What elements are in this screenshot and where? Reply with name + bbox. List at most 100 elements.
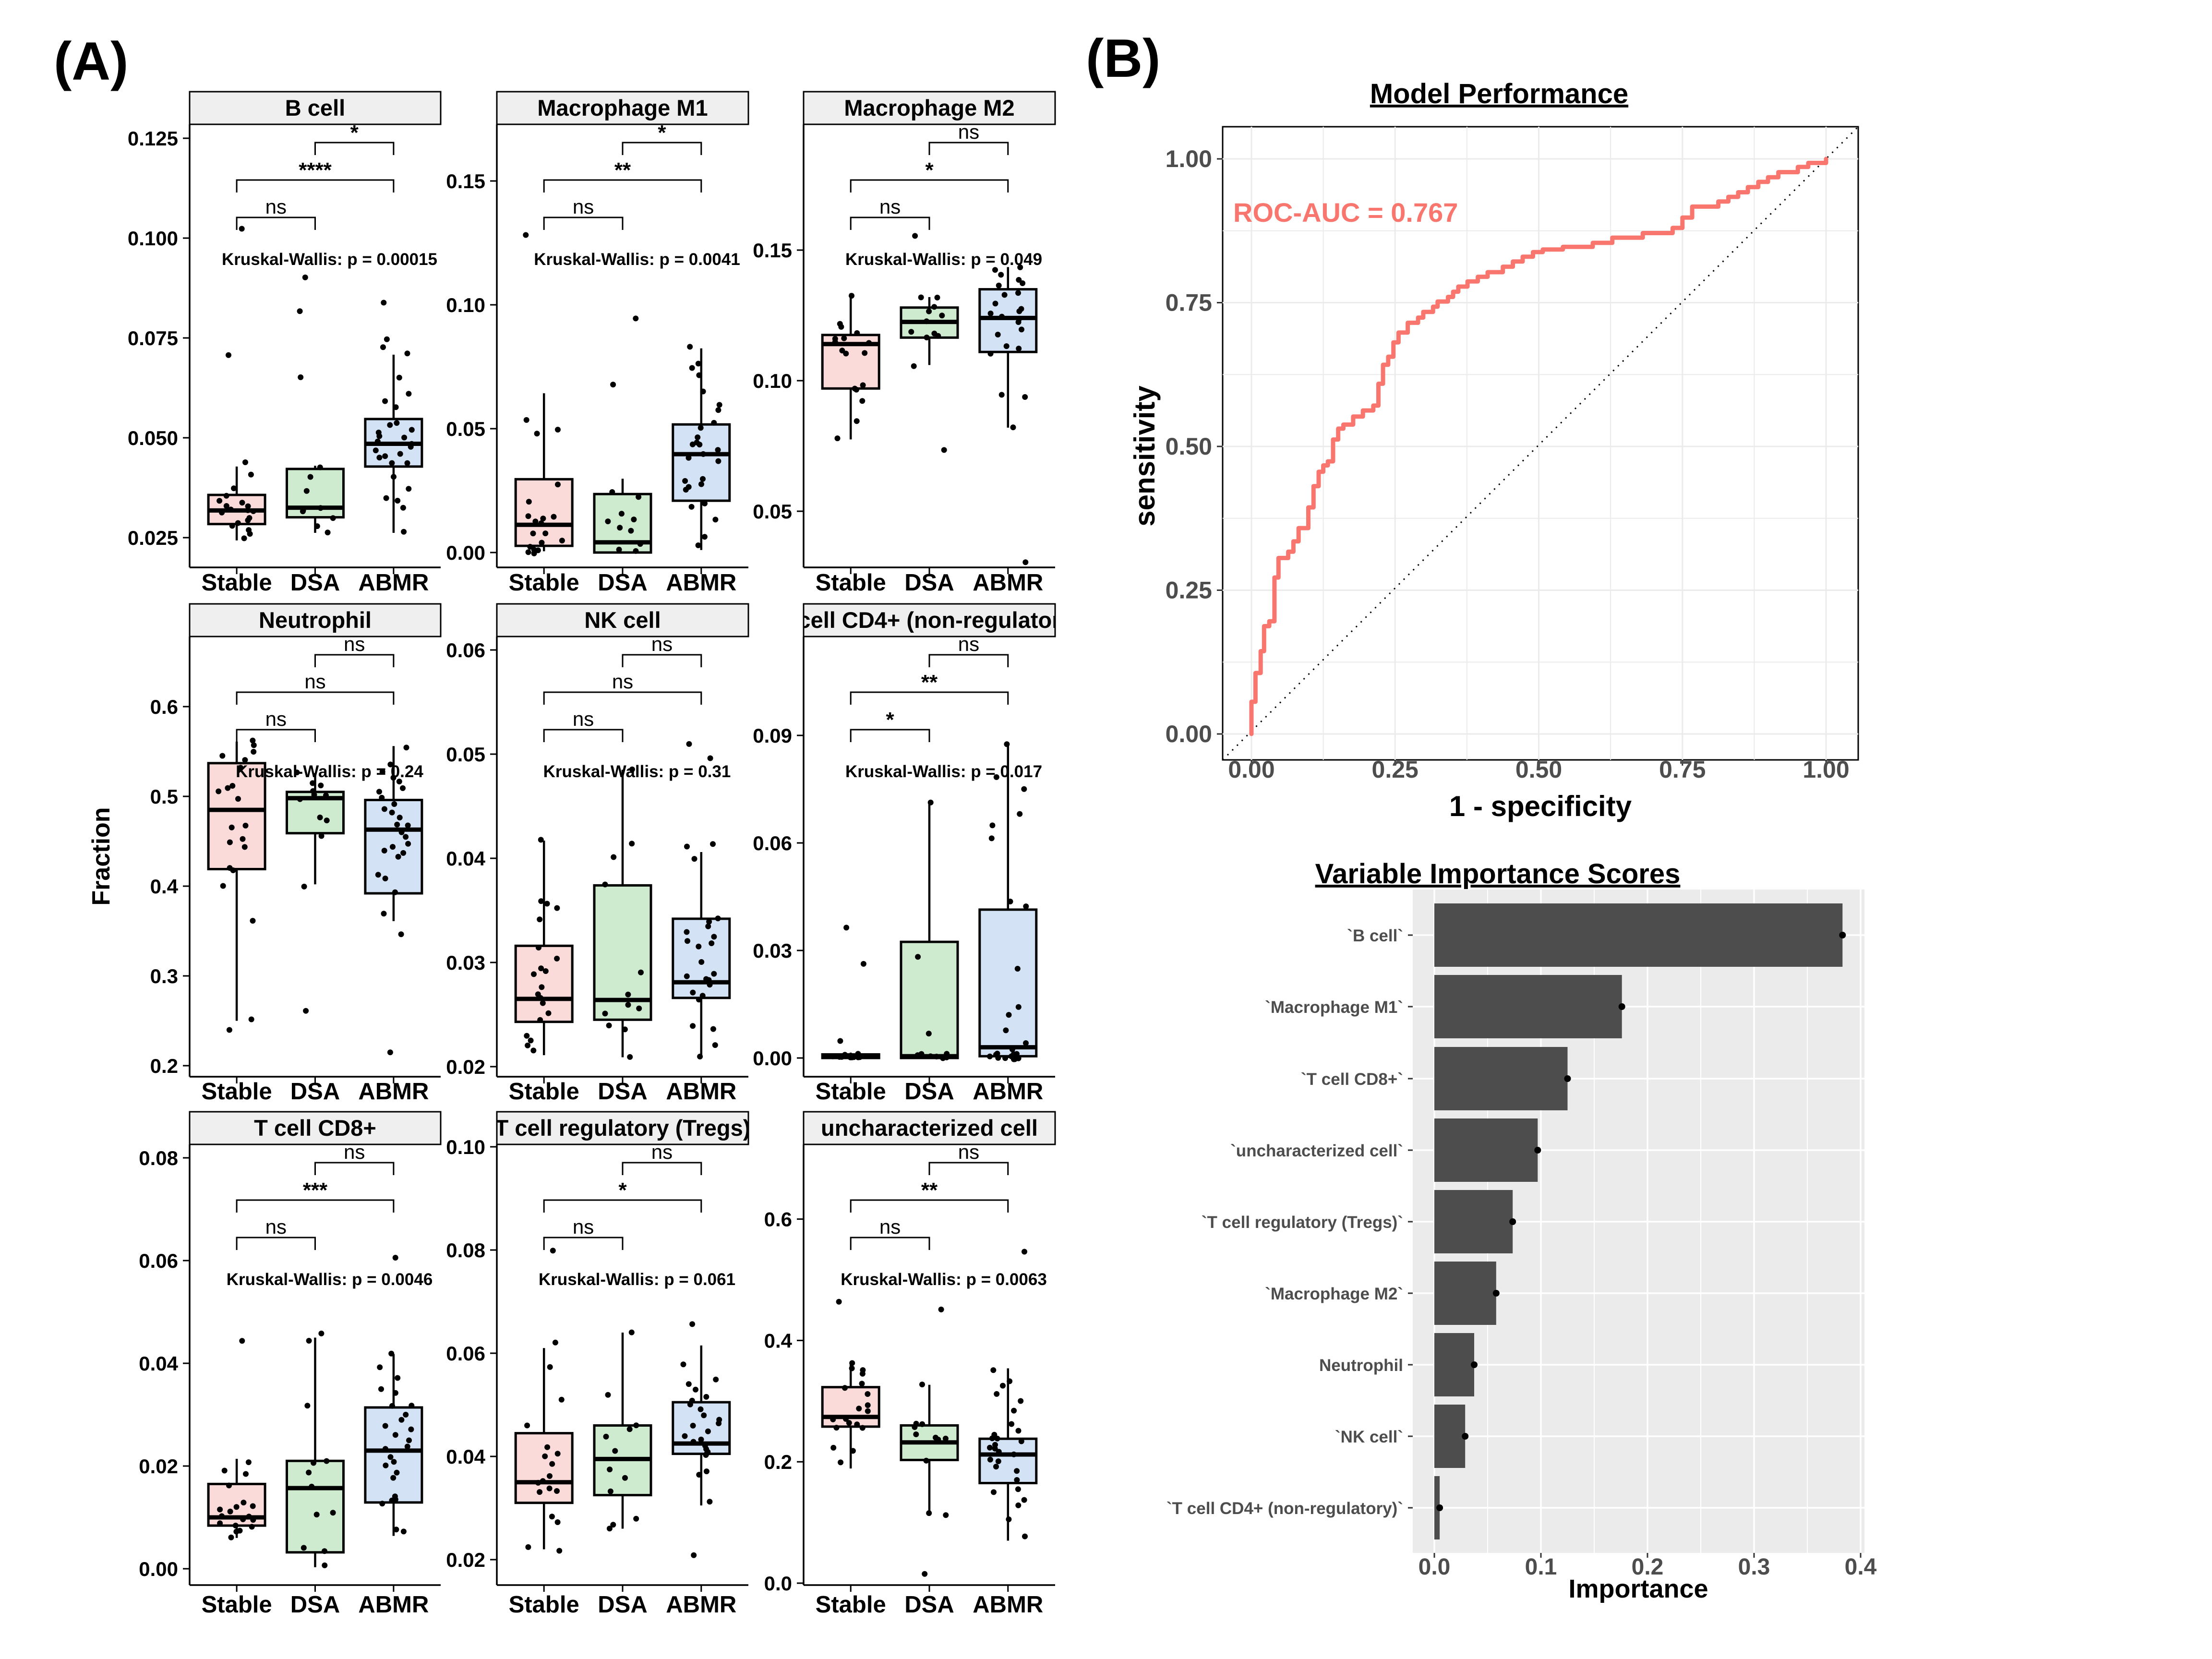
svg-text:1.00: 1.00 [1803,756,1849,783]
svg-text:**: ** [921,1178,938,1202]
svg-text:Stable: Stable [816,1592,886,1618]
svg-text:Fraction: Fraction [87,807,115,905]
svg-text:0.025: 0.025 [128,527,178,549]
svg-text:Kruskal-Wallis: p = 0.017: Kruskal-Wallis: p = 0.017 [845,762,1042,781]
svg-text:(A): (A) [54,31,128,91]
svg-text:DSA: DSA [904,570,954,596]
svg-text:DSA: DSA [598,570,647,596]
svg-text:0.10: 0.10 [753,370,792,392]
svg-text:ns: ns [344,1141,365,1163]
svg-text:0.06: 0.06 [139,1250,178,1272]
svg-text:0.00: 0.00 [1166,721,1212,747]
svg-text:`Macrophage M2`: `Macrophage M2` [1265,1285,1403,1303]
svg-text:0.2: 0.2 [1632,1554,1664,1580]
svg-text:T cell CD4+ (non-regulatory): T cell CD4+ (non-regulatory) [778,607,1081,633]
svg-text:0.50: 0.50 [1515,756,1562,783]
svg-text:DSA: DSA [904,1592,954,1618]
svg-text:Stable: Stable [202,1592,272,1618]
svg-text:0.04: 0.04 [139,1352,178,1375]
svg-text:*: * [350,121,359,144]
svg-text:0.2: 0.2 [764,1451,792,1473]
svg-text:0.2: 0.2 [150,1055,178,1077]
svg-text:0.06: 0.06 [446,639,485,661]
svg-text:Variable Importance Scores: Variable Importance Scores [1315,858,1681,890]
svg-text:ROC-AUC = 0.767: ROC-AUC = 0.767 [1233,197,1458,228]
svg-text:sensitivity: sensitivity [1129,385,1161,527]
svg-text:0.02: 0.02 [446,1056,485,1078]
svg-text:*: * [886,708,895,732]
svg-text:ns: ns [612,670,633,693]
svg-text:uncharacterized cell: uncharacterized cell [821,1115,1038,1141]
svg-text:0.00: 0.00 [753,1047,792,1070]
svg-text:`T cell CD8+`: `T cell CD8+` [1301,1070,1403,1089]
svg-text:*: * [658,121,666,144]
svg-text:0.3: 0.3 [150,965,178,987]
svg-text:0.6: 0.6 [150,696,178,718]
svg-text:***: *** [303,1178,328,1202]
svg-text:****: **** [299,158,332,182]
svg-text:ns: ns [573,708,594,730]
svg-text:0.09: 0.09 [753,724,792,747]
svg-text:`B cell`: `B cell` [1347,926,1403,945]
svg-text:DSA: DSA [290,570,340,596]
svg-text:ns: ns [265,195,287,218]
svg-text:ns: ns [958,633,979,655]
svg-text:(B): (B) [1086,28,1160,88]
svg-text:0.1: 0.1 [1525,1554,1557,1580]
svg-text:Kruskal-Wallis: p = 0.0063: Kruskal-Wallis: p = 0.0063 [841,1270,1047,1289]
svg-text:T cell CD8+: T cell CD8+ [254,1115,376,1141]
svg-text:ns: ns [304,670,325,693]
svg-text:0.125: 0.125 [128,127,178,150]
svg-text:Kruskal-Wallis: p = 0.00015: Kruskal-Wallis: p = 0.00015 [222,250,437,269]
svg-text:0.15: 0.15 [446,170,485,192]
svg-text:*: * [925,158,934,182]
svg-text:0.05: 0.05 [753,500,792,523]
svg-text:0.50: 0.50 [1166,433,1212,460]
svg-text:ns: ns [651,1141,673,1163]
svg-text:ns: ns [265,708,287,730]
svg-text:ns: ns [651,633,673,655]
svg-text:1.00: 1.00 [1166,145,1212,172]
svg-text:**: ** [614,158,631,182]
svg-text:0.75: 0.75 [1659,756,1706,783]
svg-text:0.08: 0.08 [446,1239,485,1262]
svg-text:0.04: 0.04 [446,847,485,870]
svg-text:ABMR: ABMR [358,1079,429,1105]
svg-text:0.25: 0.25 [1372,756,1419,783]
svg-text:0.05: 0.05 [446,743,485,766]
svg-text:ns: ns [265,1215,287,1238]
svg-text:0.02: 0.02 [139,1455,178,1478]
svg-text:Stable: Stable [509,1592,579,1618]
svg-text:Neutrophil: Neutrophil [1319,1356,1403,1375]
svg-text:Macrophage M1: Macrophage M1 [537,95,708,120]
svg-text:Kruskal-Wallis: p = 0.049: Kruskal-Wallis: p = 0.049 [845,250,1042,269]
svg-text:0.05: 0.05 [446,418,485,440]
svg-text:0.050: 0.050 [128,427,178,449]
svg-text:0.0: 0.0 [764,1572,792,1595]
svg-text:0.02: 0.02 [446,1549,485,1571]
svg-text:0.03: 0.03 [753,939,792,962]
svg-text:Stable: Stable [202,1079,272,1105]
svg-text:0.075: 0.075 [128,327,178,349]
svg-text:ABMR: ABMR [973,1079,1043,1105]
svg-text:ABMR: ABMR [973,1592,1043,1618]
svg-text:NK cell: NK cell [584,607,661,633]
svg-text:Stable: Stable [202,570,272,596]
svg-text:0.4: 0.4 [1845,1554,1877,1580]
svg-text:ABMR: ABMR [358,570,429,596]
svg-text:`T cell CD4+ (non-regulatory)`: `T cell CD4+ (non-regulatory)` [1166,1499,1403,1518]
svg-text:0.25: 0.25 [1166,577,1212,604]
svg-text:T cell regulatory (Tregs): T cell regulatory (Tregs) [495,1115,751,1141]
svg-text:0.6: 0.6 [764,1208,792,1231]
svg-text:DSA: DSA [290,1592,340,1618]
svg-text:Neutrophil: Neutrophil [259,607,372,633]
svg-text:Stable: Stable [816,1079,886,1105]
svg-text:Model Performance: Model Performance [1370,78,1628,109]
svg-text:Importance: Importance [1568,1575,1708,1603]
svg-text:`uncharacterized cell`: `uncharacterized cell` [1230,1142,1403,1160]
svg-text:0.100: 0.100 [128,227,178,250]
svg-text:DSA: DSA [904,1079,954,1105]
svg-text:ABMR: ABMR [358,1592,429,1618]
svg-text:Stable: Stable [509,570,579,596]
svg-text:Kruskal-Wallis: p = 0.0046: Kruskal-Wallis: p = 0.0046 [227,1270,433,1289]
